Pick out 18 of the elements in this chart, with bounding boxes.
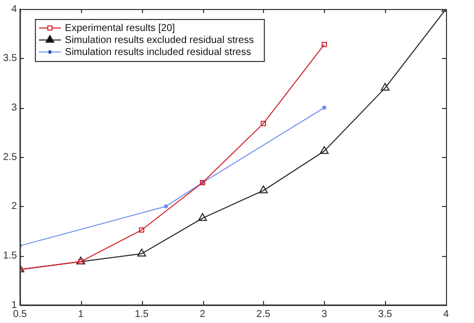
legend-label: Simulation results excluded residual stress <box>64 34 254 46</box>
legend-label: Experimental results [20] <box>64 22 176 34</box>
y-tick-label: 3 <box>11 102 18 114</box>
x-tick-label: 1.5 <box>134 308 150 320</box>
y-tick-label: 1 <box>11 300 18 311</box>
x-tick-label: 3.5 <box>378 308 393 320</box>
x-tick-label: 2 <box>200 308 206 320</box>
x-tick-label: 4 <box>443 308 450 320</box>
x-tick-label: 0.5 <box>12 308 28 320</box>
x-tick-label: 3 <box>321 308 328 320</box>
y-tick-label: 2.5 <box>2 152 18 163</box>
x-tick-label: 2.5 <box>256 308 271 320</box>
y-tick-label: 4 <box>11 4 18 15</box>
y-tick-label: 3.5 <box>2 53 18 64</box>
y-tick-label: 1.5 <box>2 250 18 262</box>
y-tick-label: 2 <box>11 201 18 212</box>
x-tick-label: 1 <box>78 308 84 320</box>
legend-label: Simulation results included residual stress <box>64 46 252 58</box>
